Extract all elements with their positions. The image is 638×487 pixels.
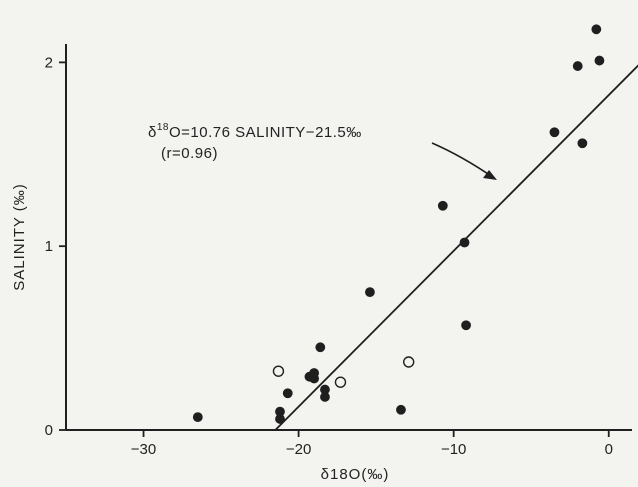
filled-data-point [192, 412, 203, 423]
annotation-arrow [431, 142, 495, 179]
open-data-point [403, 356, 415, 368]
filled-data-point [315, 342, 326, 353]
x-tick-label: 0 [605, 441, 613, 458]
correlation-label: (r=0.96) [161, 145, 218, 162]
filled-data-point [577, 138, 588, 149]
filled-data-point [282, 388, 293, 399]
ticks: −30 −20 −10 0 0 1 2 [45, 54, 613, 458]
filled-data-point [591, 24, 602, 35]
regression-group [274, 64, 638, 431]
filled-data-point [320, 392, 330, 402]
regression-line [274, 64, 638, 431]
equation-sup: 18 [157, 122, 169, 133]
y-tick-label: 2 [45, 54, 53, 71]
x-tick-label: −10 [441, 441, 466, 458]
filled-data-point [275, 406, 285, 417]
equation-rest: O=10.76 SALINITY−21.5‰ [169, 124, 362, 141]
filled-data-point [549, 127, 560, 138]
regression-equation: δ18O=10.76 SALINITY−21.5‰ [148, 122, 362, 141]
filled-data-point [396, 404, 406, 415]
x-tick-label: −30 [131, 441, 156, 458]
annotation-arrowhead [483, 170, 497, 180]
y-axis-title: SALINITY (‰) [11, 183, 28, 291]
filled-data-point [461, 320, 471, 331]
equation-delta: δ [148, 124, 157, 141]
filled-data-point [309, 368, 320, 378]
filled-data-point [594, 55, 605, 66]
x-tick-label: −20 [286, 441, 311, 458]
open-data-point [272, 365, 285, 377]
y-tick-label: 1 [45, 238, 53, 255]
open-data-point [334, 376, 347, 388]
filled-data-point [572, 61, 583, 71]
filled-data-point [459, 237, 470, 248]
filled-data-point [365, 287, 375, 298]
filled-data-point [437, 200, 448, 211]
y-tick-label: 0 [45, 422, 53, 439]
x-axis-title: δ18O(‰) [321, 466, 390, 483]
points-group [192, 24, 605, 424]
